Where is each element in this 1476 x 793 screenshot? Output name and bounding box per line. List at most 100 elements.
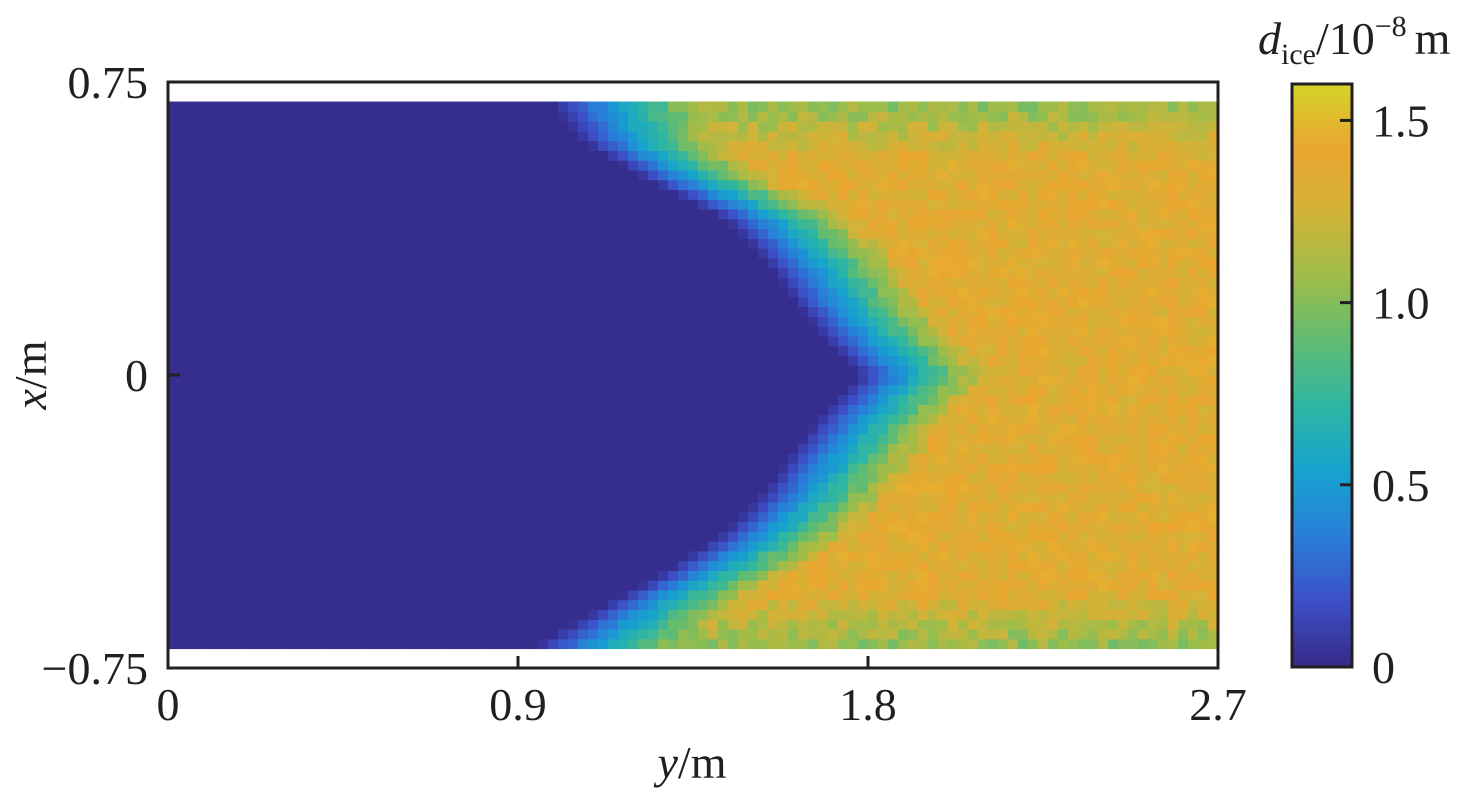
heatmap-cell (368, 394, 379, 405)
heatmap-cell (728, 414, 739, 425)
heatmap-cell (748, 423, 759, 435)
heatmap-cell (888, 589, 899, 601)
heatmap-cell (828, 443, 839, 454)
heatmap-cell (538, 199, 549, 210)
heatmap-cell (1018, 365, 1029, 376)
heatmap-cell (248, 306, 259, 317)
heatmap-cell (308, 414, 319, 425)
heatmap-cell (558, 179, 569, 191)
heatmap-cell (488, 541, 499, 552)
heatmap-cell (408, 345, 419, 357)
heatmap-cell (988, 414, 999, 425)
heatmap-cell (1048, 521, 1059, 532)
heatmap-cell (528, 580, 539, 591)
heatmap-cell (928, 560, 939, 571)
heatmap-cell (728, 257, 739, 269)
heatmap-cell (1188, 365, 1199, 376)
heatmap-cell (798, 316, 809, 327)
heatmap-cell (918, 267, 929, 278)
heatmap-cell (428, 580, 439, 591)
heatmap-cell (718, 482, 729, 493)
heatmap-cell (178, 550, 189, 562)
heatmap-cell (1118, 335, 1129, 347)
heatmap-cell (338, 414, 349, 425)
heatmap-cell (1018, 462, 1029, 474)
heatmap-cell (508, 482, 519, 493)
heatmap-cell (728, 375, 739, 386)
heatmap-cell (1008, 228, 1019, 239)
heatmap-cell (728, 423, 739, 435)
heatmap-cell (228, 619, 239, 630)
heatmap-cell (528, 570, 539, 581)
heatmap-cell (488, 492, 499, 503)
heatmap-cell (918, 355, 929, 366)
heatmap-cell (258, 277, 269, 288)
heatmap-cell (1108, 257, 1119, 269)
heatmap-cell (1008, 589, 1019, 601)
heatmap-cell (768, 462, 779, 474)
heatmap-cell (648, 521, 659, 532)
heatmap-cell (178, 609, 189, 620)
heatmap-cell (338, 306, 349, 317)
heatmap-cell (478, 589, 489, 601)
heatmap-cell (368, 492, 379, 503)
heatmap-cell (888, 580, 899, 591)
heatmap-cell (718, 404, 729, 415)
heatmap-cell (848, 433, 859, 444)
heatmap-cell (188, 492, 199, 503)
heatmap-cell (1078, 609, 1089, 620)
heatmap-cell (928, 296, 939, 308)
heatmap-cell (888, 560, 899, 571)
heatmap-cell (408, 599, 419, 610)
heatmap-cell (578, 521, 589, 532)
heatmap-cell (318, 326, 329, 337)
heatmap-cell (1108, 570, 1119, 581)
heatmap-cell (598, 580, 609, 591)
heatmap-cell (238, 208, 249, 220)
heatmap-cell (1108, 443, 1119, 454)
heatmap-cell (398, 433, 409, 444)
heatmap-cell (338, 355, 349, 366)
heatmap-cell (968, 531, 979, 542)
heatmap-cell (188, 189, 199, 200)
heatmap-cell (658, 589, 669, 601)
heatmap-cell (1078, 287, 1089, 298)
heatmap-cell (858, 218, 869, 230)
heatmap-cell (458, 199, 469, 210)
heatmap-cell (308, 492, 319, 503)
heatmap-cell (968, 238, 979, 249)
heatmap-cell (458, 550, 469, 562)
heatmap-cell (498, 238, 509, 249)
heatmap-cell (788, 218, 799, 230)
heatmap-cell (1058, 296, 1069, 308)
heatmap-cell (1188, 541, 1199, 552)
heatmap-cell (1018, 589, 1029, 601)
heatmap-cell (688, 462, 699, 474)
heatmap-cell (578, 238, 589, 249)
heatmap-cell (1038, 384, 1049, 396)
heatmap-cell (768, 501, 779, 513)
heatmap-cell (368, 580, 379, 591)
heatmap-cell (808, 257, 819, 269)
heatmap-cell (428, 316, 439, 327)
heatmap-cell (298, 443, 309, 454)
heatmap-cell (1038, 501, 1049, 513)
heatmap-cell (808, 228, 819, 239)
heatmap-cell (1128, 248, 1139, 259)
heatmap-cell (338, 560, 349, 571)
heatmap-cell (718, 550, 729, 562)
heatmap-cell (578, 482, 589, 493)
heatmap-cell (1148, 199, 1159, 210)
heatmap-cell (898, 423, 909, 435)
heatmap-cell (308, 365, 319, 376)
heatmap-cell (558, 433, 569, 444)
heatmap-cell (718, 257, 729, 269)
heatmap-cell (1208, 248, 1218, 259)
heatmap-cell (998, 570, 1009, 581)
heatmap-cell (748, 277, 759, 288)
heatmap-cell (1148, 189, 1159, 200)
heatmap-cell (348, 199, 359, 210)
heatmap-cell (928, 248, 939, 259)
heatmap-cell (768, 628, 779, 640)
heatmap-cell (218, 384, 229, 396)
